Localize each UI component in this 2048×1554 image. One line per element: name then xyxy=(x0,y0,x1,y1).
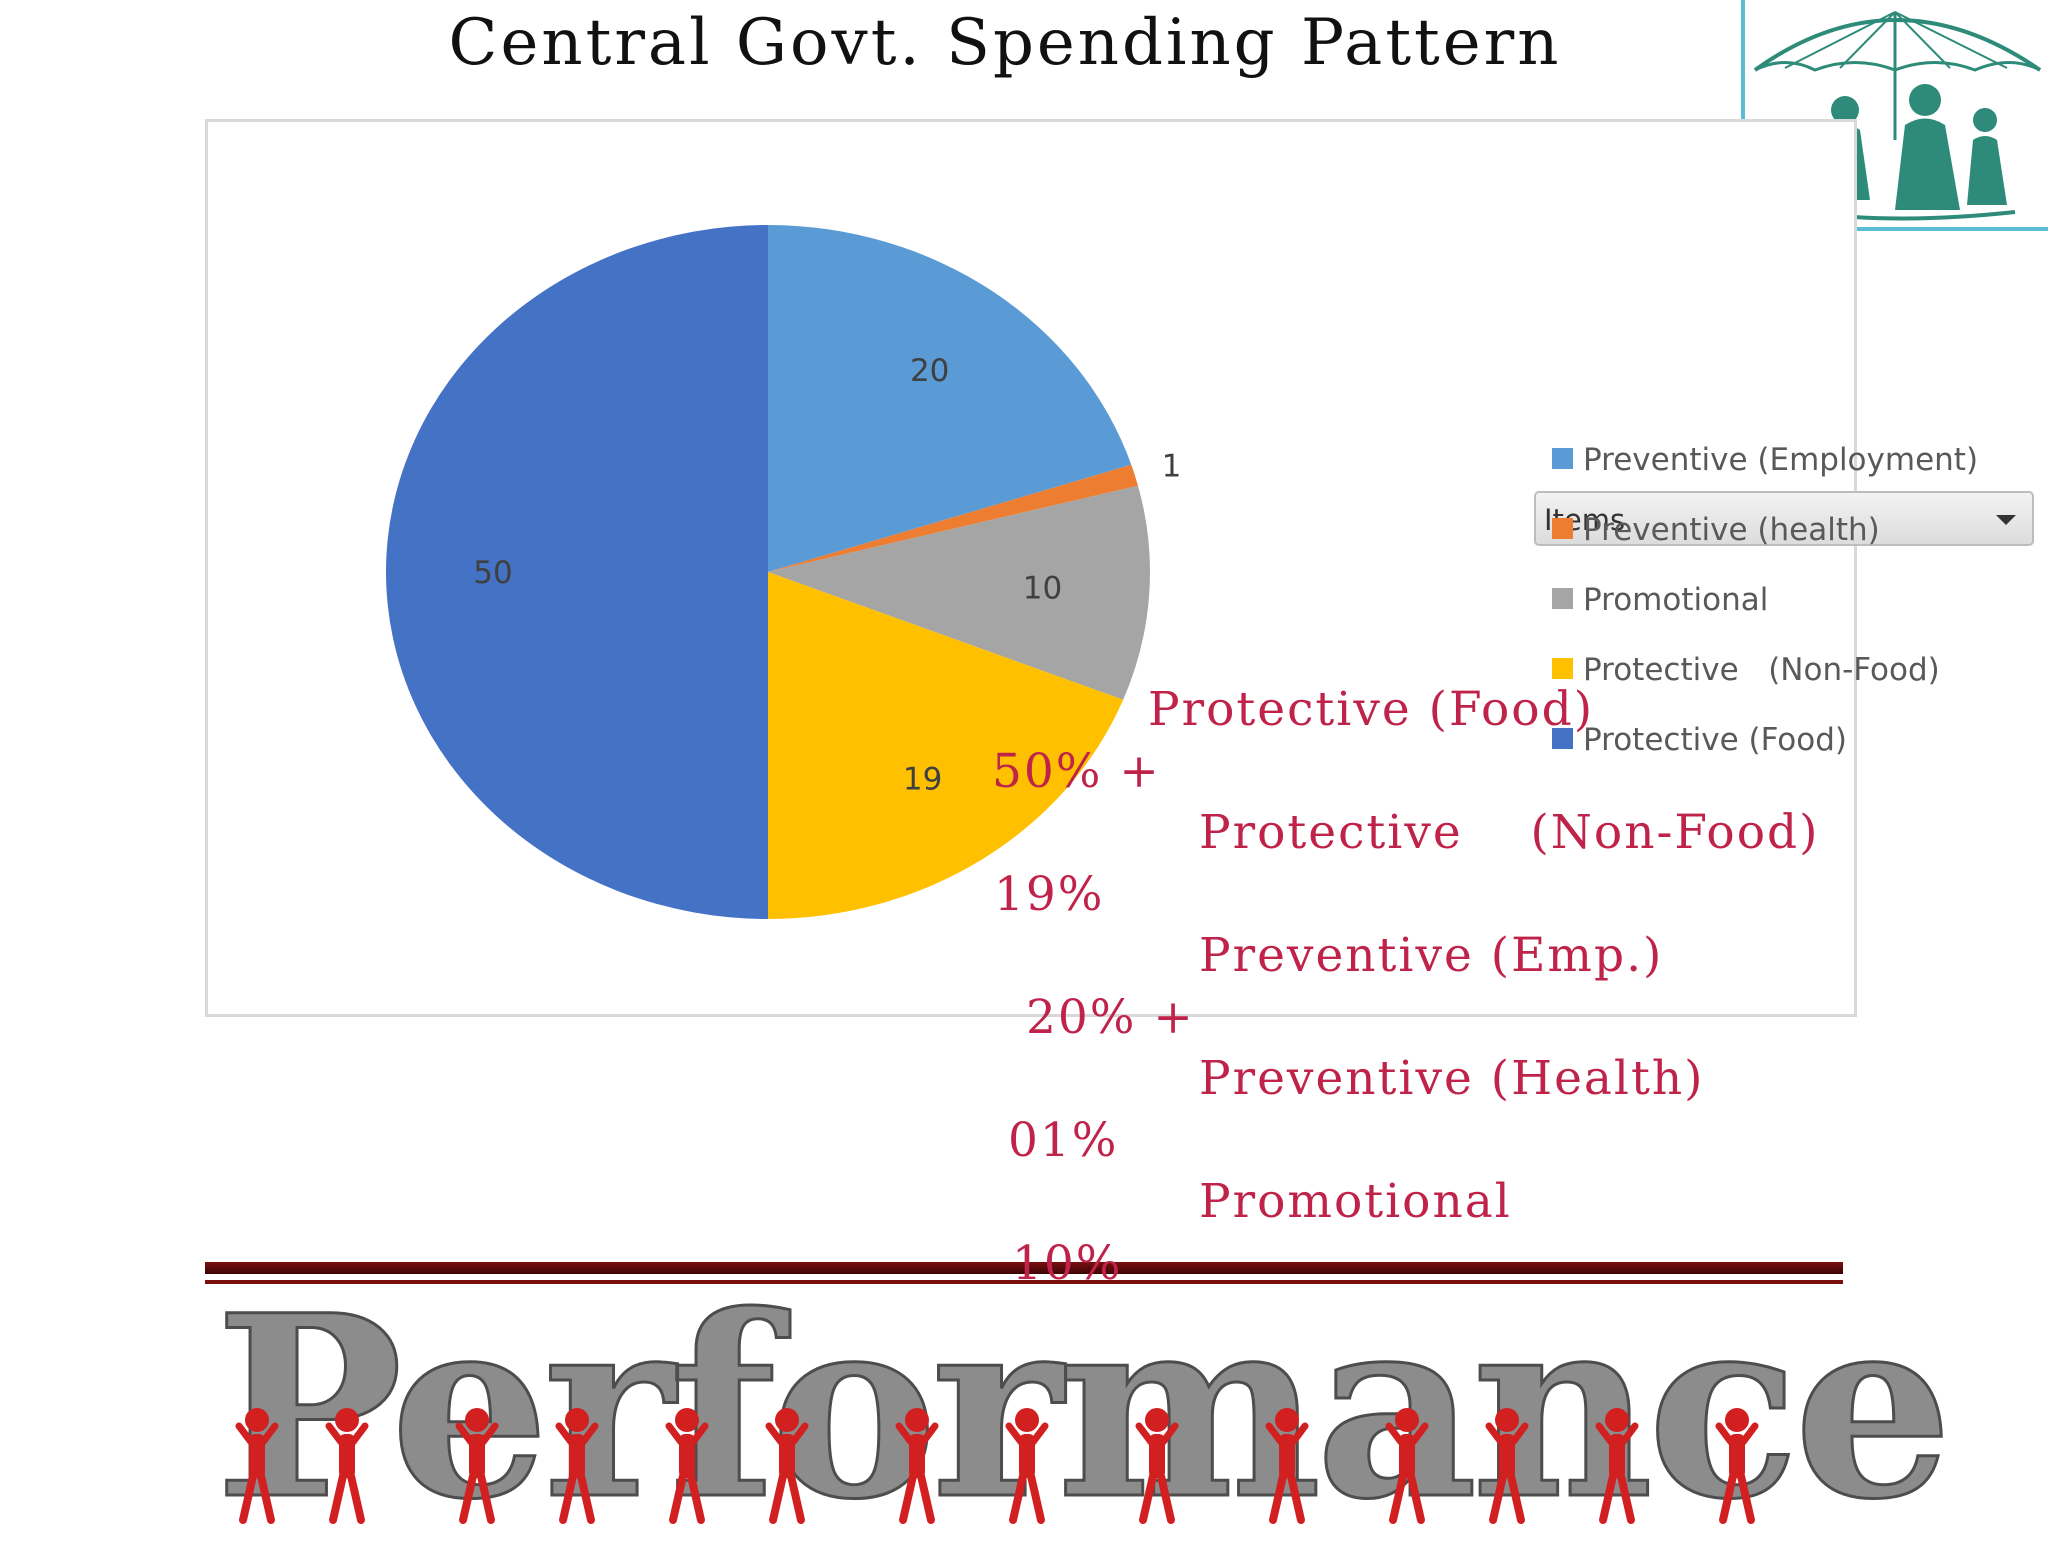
legend-filter-dropdown[interactable]: Items xyxy=(1534,491,2034,546)
legend-item-protective-non-food: Protective (Non-Food) xyxy=(1552,652,1940,692)
pie-slice-0 xyxy=(768,225,1132,572)
annotation-preventive-health-percent: 01% xyxy=(1008,1113,1119,1168)
divider-thick xyxy=(205,1262,1843,1274)
red-figure-icon xyxy=(895,1406,939,1526)
red-figure-icon xyxy=(1595,1406,1639,1526)
pie-chart: 20 1 10 19 50 xyxy=(386,225,1182,919)
pie-data-label-1: 1 xyxy=(1162,449,1182,485)
legend-item-preventive-health: Preventive (health) xyxy=(1552,512,1880,552)
red-figure-icon xyxy=(1715,1406,1759,1526)
red-figure-icon xyxy=(1385,1406,1429,1526)
pie-slice-1 xyxy=(768,464,1138,572)
chart-frame: 20 1 10 19 50 Items Preventive (Employment) … xyxy=(205,119,2034,1017)
annotation-protective-food-percent: 50% + xyxy=(992,744,1161,799)
annotation-promotional-percent: 10% xyxy=(1012,1236,1123,1291)
slide-title: Central Govt. Spending Pattern xyxy=(448,6,1562,80)
legend-label: Promotional xyxy=(1583,582,1769,618)
red-figure-icon xyxy=(1005,1406,1049,1526)
pie-data-label-2: 10 xyxy=(1023,571,1062,607)
legend-label: Preventive (health) xyxy=(1583,512,1880,548)
pie-slice-2 xyxy=(768,485,1150,700)
dropdown-caret-icon xyxy=(1996,515,2016,525)
red-figure-icon xyxy=(555,1406,599,1526)
legend-label: Preventive (Employment) xyxy=(1583,442,1979,478)
red-figure-icon xyxy=(1265,1406,1309,1526)
legend-swatch xyxy=(1552,588,1573,609)
pie-data-label-0: 20 xyxy=(910,353,949,389)
legend-label: Protective (Non-Food) xyxy=(1583,652,1940,688)
red-figure-icon xyxy=(235,1406,279,1526)
pie-slice-3 xyxy=(768,572,1124,919)
banner-text: Performance xyxy=(214,1259,1955,1554)
red-figure-icon xyxy=(1485,1406,1529,1526)
red-figure-icon xyxy=(665,1406,709,1526)
annotation-protective-non-food-percent: 19% xyxy=(994,867,1105,922)
legend-label: Protective (Food) xyxy=(1583,722,1848,758)
divider-thin xyxy=(205,1280,1843,1284)
annotation-preventive-health-name: Preventive (Health) xyxy=(1199,1051,1705,1106)
legend-swatch xyxy=(1552,448,1573,469)
pie-data-label-4: 50 xyxy=(473,555,512,591)
legend-swatch xyxy=(1552,658,1573,679)
pie-data-label-3: 19 xyxy=(903,762,942,798)
legend-swatch xyxy=(1552,518,1573,539)
red-figure-icon xyxy=(765,1406,809,1526)
annotation-preventive-emp-name: Preventive (Emp.) xyxy=(1199,928,1664,983)
red-figure-icon xyxy=(1135,1406,1179,1526)
legend-item-protective-food: Protective (Food) xyxy=(1552,722,1847,762)
annotation-protective-non-food-name: Protective (Non-Food) xyxy=(1199,805,1820,860)
pie-slice-4 xyxy=(386,225,768,919)
performance-banner: Performance xyxy=(205,1259,1955,1554)
annotation-preventive-emp-percent: 20% + xyxy=(1026,990,1195,1045)
red-figure-icon xyxy=(325,1406,369,1526)
red-figure-icon xyxy=(455,1406,499,1526)
annotation-protective-food-name: Protective (Food) xyxy=(1148,682,1595,737)
legend-item-preventive-employment: Preventive (Employment) xyxy=(1552,442,1978,482)
annotation-promotional-name: Promotional xyxy=(1199,1174,1512,1229)
legend-swatch xyxy=(1552,728,1573,749)
legend-item-promotional: Promotional xyxy=(1552,582,1768,622)
